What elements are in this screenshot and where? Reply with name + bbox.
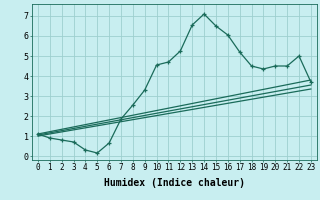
X-axis label: Humidex (Indice chaleur): Humidex (Indice chaleur) (104, 178, 245, 188)
